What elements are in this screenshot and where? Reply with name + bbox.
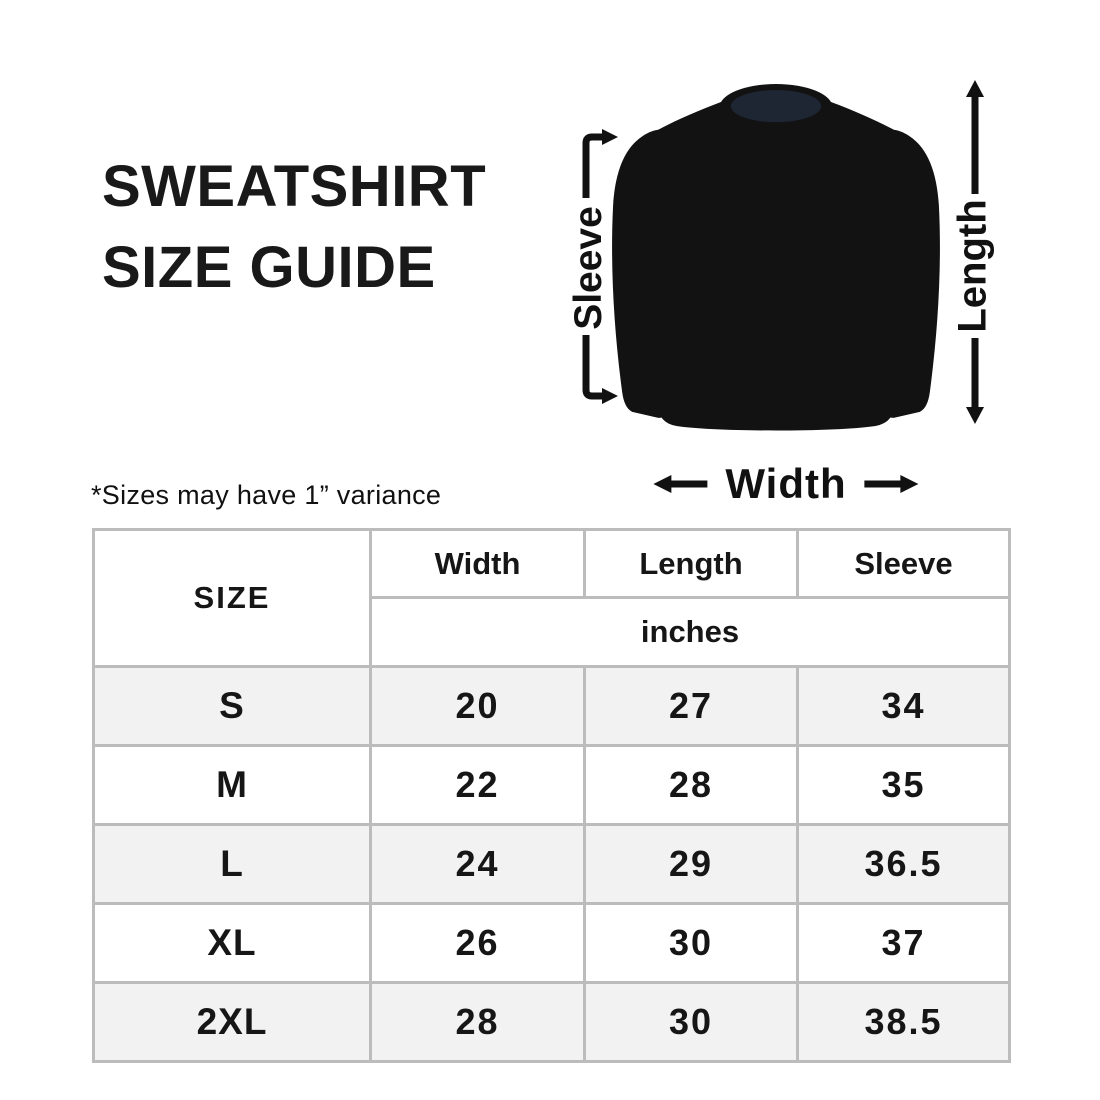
length-cell: 30 — [583, 981, 799, 1063]
size-cell: XL — [92, 902, 372, 984]
width-cell: 28 — [369, 981, 586, 1063]
table-row: M 22 28 35 — [92, 744, 1011, 826]
sleeve-measure-arrow-icon — [582, 129, 618, 404]
table-row: 2XL 28 30 38.5 — [92, 981, 1011, 1063]
length-cell: 29 — [583, 823, 799, 905]
width-label: Width — [725, 460, 847, 507]
table-row: L 24 29 36.5 — [92, 823, 1011, 905]
width-cell: 22 — [369, 744, 586, 826]
length-measure-arrow-icon — [966, 80, 984, 424]
sleeve-cell: 36.5 — [796, 823, 1011, 905]
length-column-header: Length — [583, 528, 799, 599]
width-cell: 24 — [369, 823, 586, 905]
sleeve-cell: 34 — [796, 665, 1011, 747]
unit-label: inches — [369, 596, 1011, 668]
width-label-row: Width — [651, 460, 920, 508]
sleeve-label: Sleeve — [567, 206, 610, 330]
title-line-1: SWEATSHIRT — [102, 154, 487, 219]
title-line-2: SIZE GUIDE — [102, 235, 436, 300]
length-label: Length — [950, 199, 995, 333]
size-table: SIZE Width Length Sleeve inches S 20 27 … — [92, 528, 1011, 1063]
sleeve-cell: 35 — [796, 744, 1011, 826]
width-column-header: Width — [369, 528, 586, 599]
size-column-header: SIZE — [92, 528, 372, 668]
length-cell: 27 — [583, 665, 799, 747]
table-row: S 20 27 34 — [92, 665, 1011, 747]
size-cell: M — [92, 744, 372, 826]
size-cell: S — [92, 665, 372, 747]
width-cell: 26 — [369, 902, 586, 984]
sweatshirt-diagram: Sleeve Length Width — [0, 0, 1100, 520]
sleeve-column-header: Sleeve — [796, 528, 1011, 599]
sleeve-cell: 37 — [796, 902, 1011, 984]
unit-row: inches — [94, 596, 1011, 668]
size-cell: 2XL — [92, 981, 372, 1063]
length-cell: 30 — [583, 902, 799, 984]
width-cell: 20 — [369, 665, 586, 747]
size-cell: L — [92, 823, 372, 905]
width-arrow-right-icon — [864, 475, 919, 493]
variance-note: *Sizes may have 1” variance — [91, 480, 442, 510]
width-arrow-left-icon — [653, 475, 708, 493]
page-title: SWEATSHIRT SIZE GUIDE — [102, 146, 486, 308]
sleeve-cell: 38.5 — [796, 981, 1011, 1063]
table-row: XL 26 30 37 — [92, 902, 1011, 984]
table-header-row: SIZE Width Length Sleeve — [92, 528, 1011, 668]
length-cell: 28 — [583, 744, 799, 826]
sweatshirt-icon — [612, 84, 940, 431]
